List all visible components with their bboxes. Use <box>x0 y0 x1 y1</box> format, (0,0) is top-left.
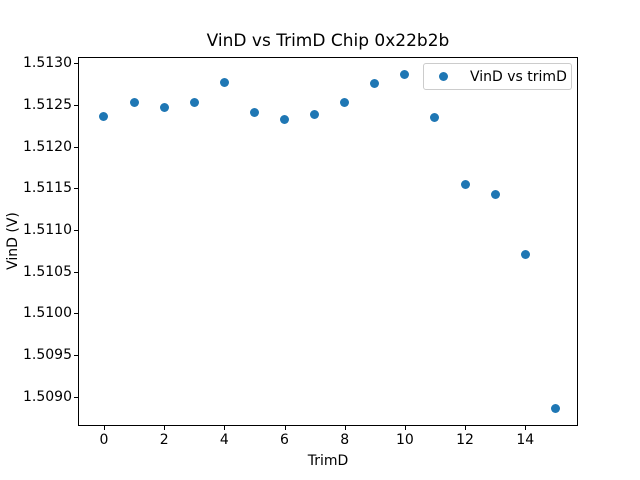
data-point <box>550 404 560 414</box>
x-tick-mark <box>465 426 467 430</box>
y-tick-mark <box>74 354 78 356</box>
x-axis-label: TrimD <box>307 453 349 469</box>
x-tick-label: 0 <box>99 432 109 448</box>
x-tick-label: 14 <box>516 432 535 448</box>
y-tick-mark <box>74 104 78 106</box>
y-tick-label: 1.5125 <box>23 96 72 113</box>
x-tick-label: 2 <box>159 432 169 448</box>
data-point <box>430 112 440 122</box>
chart-title: VinD vs TrimD Chip 0x22b2b <box>206 31 450 51</box>
y-tick-mark <box>74 146 78 148</box>
data-point <box>520 249 530 259</box>
x-tick-label: 4 <box>219 432 229 448</box>
data-point <box>280 115 290 125</box>
x-tick-label: 8 <box>340 432 350 448</box>
legend-label: VinD vs trimD <box>470 68 567 85</box>
data-point <box>310 110 320 120</box>
y-tick-mark <box>74 396 78 398</box>
x-tick-mark <box>344 426 346 430</box>
data-point <box>490 190 500 200</box>
y-tick-mark <box>74 188 78 190</box>
y-tick-label: 1.5090 <box>23 388 72 405</box>
y-tick-label: 1.5105 <box>23 263 72 280</box>
y-tick-mark <box>74 313 78 315</box>
data-point <box>370 78 380 88</box>
data-point <box>249 107 259 117</box>
x-tick-mark <box>224 426 226 430</box>
x-tick-mark <box>164 426 166 430</box>
y-tick-mark <box>74 229 78 231</box>
y-tick-label: 1.5120 <box>23 138 72 155</box>
x-tick-mark <box>525 426 527 430</box>
y-tick-label: 1.5095 <box>23 346 72 363</box>
y-tick-label: 1.5115 <box>23 180 72 197</box>
y-tick-mark <box>74 271 78 273</box>
data-point <box>340 98 350 108</box>
legend: VinD vs trimD <box>423 63 572 90</box>
data-point <box>460 180 470 190</box>
plot-area <box>78 57 578 426</box>
data-point <box>189 97 199 107</box>
data-point <box>99 111 109 121</box>
legend-marker-icon <box>439 72 448 81</box>
data-point <box>129 98 139 108</box>
y-tick-mark <box>74 63 78 65</box>
x-tick-mark <box>284 426 286 430</box>
x-tick-mark <box>103 426 105 430</box>
y-tick-label: 1.5130 <box>23 55 72 72</box>
data-point <box>159 102 169 112</box>
y-axis-label: VinD (V) <box>5 212 21 270</box>
x-tick-label: 10 <box>395 432 414 448</box>
x-tick-label: 6 <box>280 432 289 448</box>
data-point <box>219 78 229 88</box>
x-tick-label: 12 <box>456 432 474 448</box>
x-tick-mark <box>404 426 406 430</box>
data-point <box>400 70 410 80</box>
y-tick-label: 1.5100 <box>23 305 72 322</box>
y-tick-label: 1.5110 <box>23 221 72 238</box>
